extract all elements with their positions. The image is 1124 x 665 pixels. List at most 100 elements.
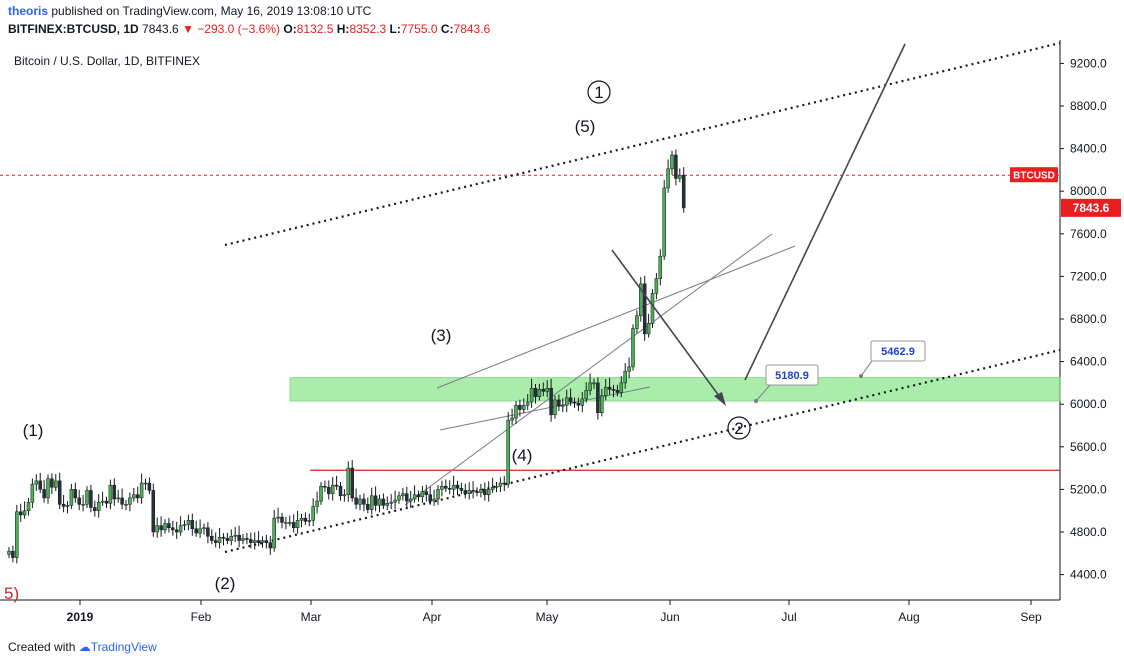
candle-down[interactable] [366, 504, 370, 510]
candle-down[interactable] [463, 490, 468, 494]
candle-up[interactable] [666, 168, 670, 189]
tradingview-brand[interactable]: TradingView [90, 640, 157, 654]
candle-up[interactable] [96, 501, 101, 511]
candle-up[interactable] [369, 495, 374, 510]
candle-up[interactable] [486, 489, 491, 495]
candle-up[interactable] [408, 498, 413, 502]
candle-up[interactable] [553, 399, 557, 416]
candle-down[interactable] [568, 397, 573, 403]
candle-up[interactable] [600, 395, 604, 413]
candle-up[interactable] [186, 520, 191, 525]
candle-up[interactable] [564, 397, 569, 406]
candle-up[interactable] [198, 528, 202, 534]
candle-up[interactable] [401, 493, 405, 497]
candle-down[interactable] [256, 540, 261, 543]
candle-down[interactable] [373, 495, 378, 506]
candle-down[interactable] [291, 522, 296, 528]
candle-up[interactable] [116, 497, 120, 500]
candle-up[interactable] [163, 523, 167, 531]
candle-down[interactable] [455, 484, 460, 489]
candle-down[interactable] [225, 538, 230, 541]
candle-up[interactable] [436, 489, 440, 500]
price-axis[interactable]: 9200.0 8800.0 8400.0 8000.0 7600.0 7200.0 6800… [1060, 56, 1107, 582]
candle-down[interactable] [471, 490, 475, 492]
candle-up[interactable] [26, 501, 31, 511]
candle-up[interactable] [397, 495, 401, 501]
lower-channel-line[interactable] [224, 348, 1061, 554]
candle-down[interactable] [50, 478, 54, 488]
candle-up[interactable] [525, 401, 530, 406]
candle-down[interactable] [303, 517, 308, 522]
trend-line[interactable] [404, 233, 773, 506]
candle-up[interactable] [217, 537, 222, 543]
plot-area[interactable] [0, 40, 1060, 600]
candle-down[interactable] [112, 484, 117, 500]
candle-down[interactable] [38, 480, 42, 490]
candle-up[interactable] [494, 485, 499, 488]
candle-down[interactable] [42, 489, 46, 499]
candle-up[interactable] [627, 366, 631, 372]
candle-down[interactable] [61, 504, 66, 507]
candle-up[interactable] [81, 504, 85, 506]
candle-down[interactable] [206, 527, 210, 537]
candle-up[interactable] [678, 174, 682, 179]
candle-down[interactable] [327, 487, 331, 494]
candle-up[interactable] [506, 419, 510, 485]
candle-up[interactable] [284, 522, 288, 524]
candle-up[interactable] [412, 494, 417, 500]
callout-2-box[interactable] [870, 340, 926, 362]
candle-up[interactable] [229, 536, 234, 541]
candle-up[interactable] [588, 382, 592, 391]
candle-down[interactable] [167, 523, 171, 528]
candle-down[interactable] [334, 484, 339, 487]
candle-down[interactable] [424, 491, 429, 495]
candle-down[interactable] [611, 389, 616, 391]
candle-up[interactable] [241, 538, 245, 541]
candle-up[interactable] [54, 480, 58, 488]
candle-down[interactable] [174, 529, 179, 533]
candle-up[interactable] [432, 498, 436, 502]
candle-up[interactable] [545, 387, 549, 392]
candle-up[interactable] [85, 490, 89, 505]
candle-up[interactable] [139, 482, 144, 499]
candle-down[interactable] [576, 402, 581, 406]
candle-up[interactable] [658, 255, 663, 279]
candle-up[interactable] [182, 524, 187, 526]
candle-up[interactable] [635, 315, 639, 329]
candle-down[interactable] [338, 485, 343, 497]
candle-up[interactable] [46, 478, 50, 499]
candle-up[interactable] [260, 540, 265, 543]
candle-up[interactable] [272, 517, 276, 549]
candle-down[interactable] [642, 283, 647, 335]
candle-up[interactable] [295, 520, 300, 528]
candle-up[interactable] [65, 505, 70, 507]
candle-up[interactable] [393, 499, 397, 503]
candle-down[interactable] [557, 399, 561, 407]
candle-down[interactable] [171, 527, 175, 531]
candle-up[interactable] [252, 540, 257, 543]
candle-down[interactable] [615, 390, 620, 393]
candle-up[interactable] [654, 278, 659, 294]
candle-down[interactable] [147, 482, 152, 491]
candle-up[interactable] [30, 483, 35, 503]
candle-up[interactable] [639, 283, 643, 317]
projection-down-line[interactable] [611, 249, 723, 401]
support-zone[interactable] [289, 377, 1061, 402]
candle-down[interactable] [549, 387, 553, 416]
time-axis[interactable]: 2019 Feb Mar Apr May Jun Jul Aug Sep [67, 600, 1042, 624]
candle-up[interactable] [498, 482, 503, 487]
candle-up[interactable] [233, 534, 237, 537]
candle-up[interactable] [330, 484, 335, 494]
candle-up[interactable] [385, 502, 390, 506]
candle-up[interactable] [15, 511, 19, 558]
candle-up[interactable] [514, 405, 518, 419]
candle-down[interactable] [210, 536, 214, 541]
candle-up[interactable] [522, 405, 526, 410]
candle-up[interactable] [479, 489, 483, 493]
candle-down[interactable] [350, 467, 354, 499]
candle-down[interactable] [362, 498, 366, 505]
callout-1-box[interactable] [765, 364, 819, 386]
candle-down[interactable] [249, 539, 253, 543]
candle-up[interactable] [288, 522, 292, 524]
candle-down[interactable] [245, 538, 249, 540]
